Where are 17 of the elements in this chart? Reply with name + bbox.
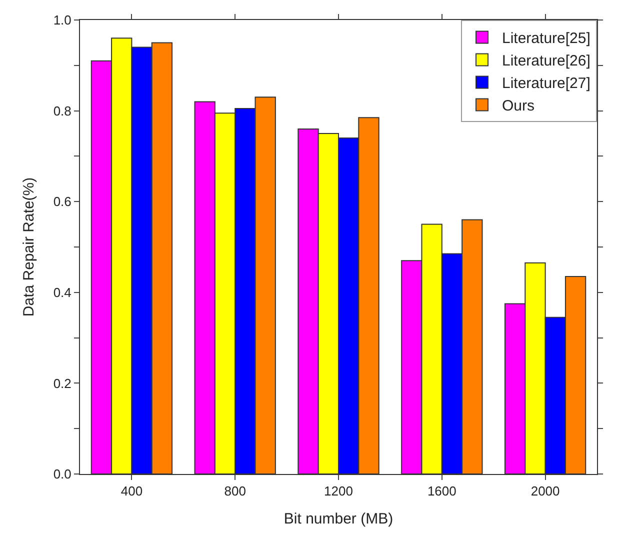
x-axis-title: Bit number (MB) <box>284 510 394 528</box>
legend-label: Literature[26] <box>502 52 590 70</box>
y-tick-label: 0.2 <box>53 376 72 391</box>
x-tick-label: 1200 <box>324 484 353 499</box>
y-axis-title: Data Repair Rate(%) <box>20 177 38 317</box>
y-tick-label: 0.8 <box>53 103 72 118</box>
x-tick-label: 2000 <box>530 484 560 499</box>
x-tick-label: 1600 <box>427 484 456 499</box>
y-tick-label: 0.0 <box>53 466 72 482</box>
y-tick-label: 0.6 <box>53 194 72 210</box>
legend-label: Literature[27] <box>502 75 590 92</box>
y-tick-label: 1.0 <box>53 12 72 28</box>
legend-label: Ours <box>502 98 535 115</box>
x-tick-label: 800 <box>224 484 246 499</box>
y-tick-label: 0.4 <box>53 284 72 300</box>
legend-label: Literature[25] <box>502 30 590 48</box>
x-tick-label: 400 <box>120 484 143 499</box>
